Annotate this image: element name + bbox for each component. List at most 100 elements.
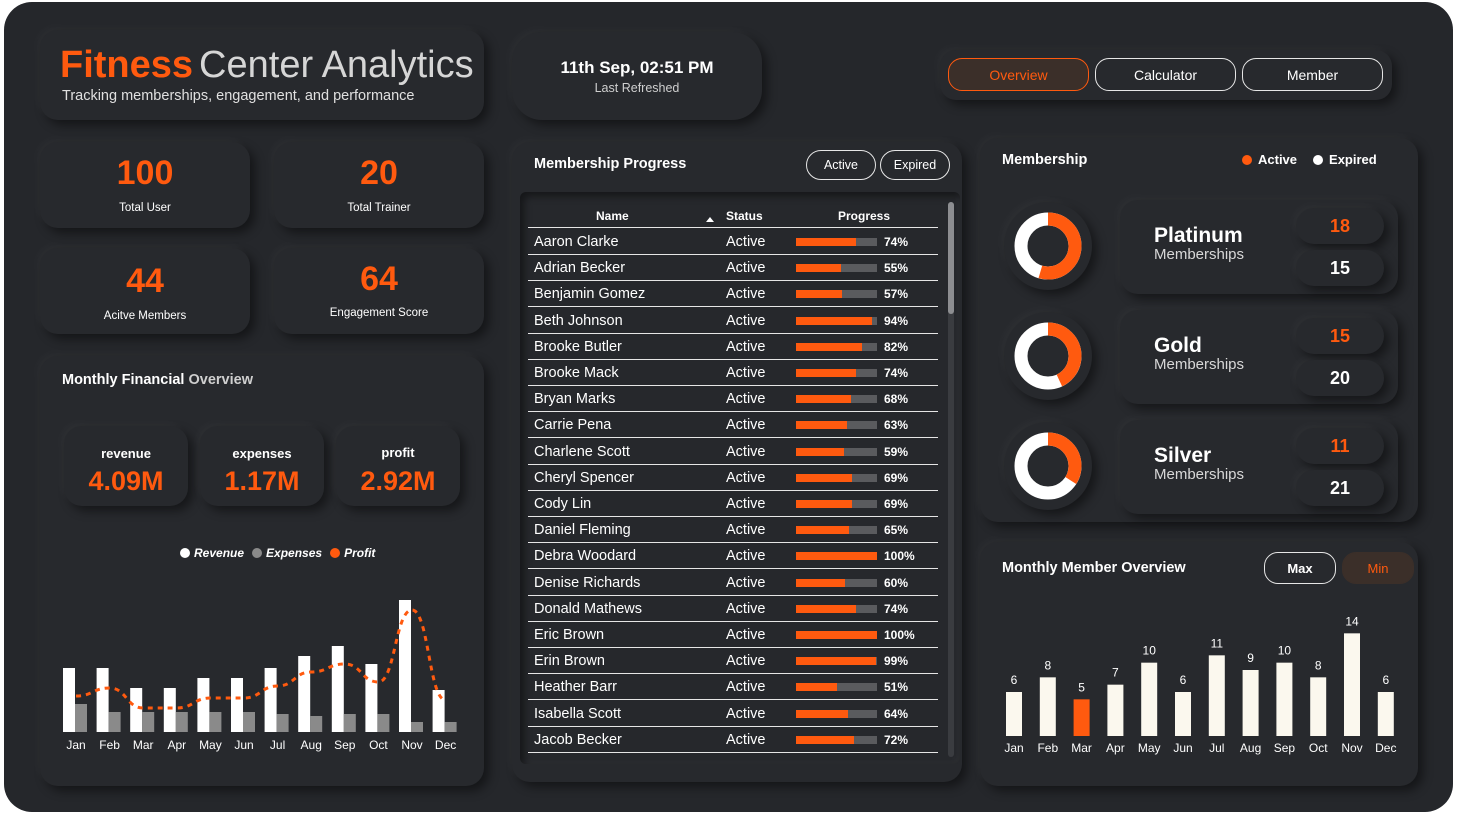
expenses-bar[interactable]	[343, 714, 356, 732]
table-row[interactable]: Beth Johnson Active 94%	[528, 308, 938, 334]
member-bar[interactable]	[1039, 677, 1056, 736]
member-bar[interactable]	[1107, 684, 1124, 736]
table-row[interactable]: Eric Brown Active 100%	[528, 622, 938, 648]
progress-fill	[796, 683, 838, 692]
col-name[interactable]: Name	[596, 209, 629, 223]
table-row[interactable]: Donald Mathews Active 74%	[528, 596, 938, 622]
sort-asc-icon[interactable]	[706, 217, 714, 222]
data-label: 5	[1078, 680, 1085, 694]
tab-calculator[interactable]: Calculator	[1095, 58, 1236, 91]
expenses-bar[interactable]	[175, 712, 188, 732]
member-bar[interactable]	[1242, 670, 1259, 736]
legend-expired: Expired	[1329, 152, 1377, 167]
table-row[interactable]: Debra Woodard Active 100%	[528, 543, 938, 570]
table-row[interactable]: Charlene Scott Active 59%	[528, 439, 938, 465]
col-progress[interactable]: Progress	[838, 209, 891, 223]
progress-percent: 72%	[884, 732, 909, 747]
progress-track	[796, 395, 877, 404]
revenue-bar[interactable]	[163, 688, 176, 732]
expenses-bar[interactable]	[75, 704, 87, 732]
expenses-value: 1.17M	[224, 466, 300, 496]
table-row[interactable]: Adrian Becker Active 55%	[528, 255, 938, 282]
kpi-value: 100	[116, 154, 174, 192]
expenses-bar[interactable]	[108, 712, 121, 732]
member-name: Brooke Mack	[534, 365, 619, 381]
table-row[interactable]: Jacob Becker Active 72%	[528, 727, 938, 753]
member-status: Active	[726, 705, 766, 722]
progress-percent: 55%	[884, 261, 909, 276]
table-row[interactable]: Benjamin Gomez Active 57%	[528, 281, 938, 308]
expenses-bar[interactable]	[276, 714, 289, 732]
scrollbar-track[interactable]	[948, 202, 954, 757]
member-bar[interactable]	[1073, 699, 1090, 736]
expenses-bar[interactable]	[377, 714, 390, 732]
tab-overview[interactable]: Overview	[948, 58, 1089, 91]
col-status[interactable]: Status	[726, 209, 763, 223]
table-row[interactable]: Isabella Scott Active 64%	[528, 701, 938, 727]
scrollbar-thumb[interactable]	[948, 202, 954, 314]
member-bar[interactable]	[1175, 692, 1191, 736]
kpi-value: 20	[360, 154, 398, 192]
expenses-bar[interactable]	[243, 712, 255, 732]
revenue-bar[interactable]	[264, 668, 277, 732]
progress-fill	[796, 447, 844, 456]
expenses-bar[interactable]	[310, 716, 323, 732]
table-row[interactable]: Heather Barr Active 51%	[528, 674, 938, 701]
member-bar[interactable]	[1141, 662, 1158, 736]
max-button[interactable]: Max	[1264, 552, 1336, 584]
donut-chart	[1014, 322, 1082, 390]
member-bar[interactable]	[1377, 692, 1394, 736]
revenue-bar[interactable]	[365, 664, 378, 732]
progress-track	[796, 264, 877, 273]
table-row[interactable]: Brooke Butler Active 82%	[528, 334, 938, 360]
min-button[interactable]: Min	[1342, 552, 1414, 584]
expenses-bar[interactable]	[444, 722, 457, 732]
kpi-label: Engagement Score	[329, 307, 429, 319]
member-status: Active	[726, 574, 766, 591]
table-row[interactable]: Cody Lin Active 69%	[528, 491, 938, 517]
table-row[interactable]: Bryan Marks Active 68%	[528, 386, 938, 413]
revenue-bar[interactable]	[96, 668, 109, 732]
progress-track	[796, 369, 877, 377]
table-row[interactable]: Cheryl Spencer Active 69%	[528, 465, 938, 491]
x-tick-label: Apr	[167, 738, 186, 752]
revenue-bar[interactable]	[63, 668, 75, 732]
expenses-bar[interactable]	[209, 712, 222, 732]
member-name: Isabella Scott	[534, 705, 622, 722]
table-row[interactable]: Erin Brown Active 99%	[528, 648, 938, 675]
legend-dot-profit	[330, 548, 341, 558]
member-name: Erin Brown	[534, 653, 605, 670]
filter-expired-button[interactable]: Expired	[880, 150, 950, 180]
member-bar[interactable]	[1276, 662, 1293, 736]
progress-percent: 100%	[884, 628, 915, 642]
table-row[interactable]: Brooke Mack Active 74%	[528, 360, 938, 386]
data-label: 11	[1211, 636, 1224, 650]
table-row[interactable]: Aaron Clarke Active 74%	[528, 229, 938, 255]
member-bar[interactable]	[1344, 633, 1360, 736]
table-row[interactable]: Denise Richards Active 60%	[528, 570, 938, 596]
filter-active-button[interactable]: Active	[806, 150, 876, 180]
revenue-bar[interactable]	[331, 646, 344, 732]
expenses-bar[interactable]	[142, 712, 155, 732]
member-bar[interactable]	[1208, 655, 1225, 736]
expenses-bar[interactable]	[411, 722, 423, 732]
revenue-bar[interactable]	[231, 678, 243, 732]
revenue-bar[interactable]	[130, 688, 143, 732]
tab-member[interactable]: Member	[1242, 58, 1383, 91]
revenue-bar[interactable]	[399, 600, 411, 732]
x-tick-label: Oct	[369, 738, 388, 752]
page-subtitle: Tracking memberships, engagement, and pe…	[62, 88, 415, 104]
kpi-label: Total Trainer	[347, 202, 411, 214]
member-status: Active	[726, 443, 766, 460]
table-row[interactable]: Daniel Fleming Active 65%	[528, 517, 938, 544]
profit-line[interactable]	[75, 608, 447, 710]
member-bar[interactable]	[1310, 677, 1327, 736]
revenue-bar[interactable]	[298, 656, 311, 732]
member-bar[interactable]	[1006, 692, 1022, 736]
x-tick-label: Aug	[1240, 741, 1261, 755]
table-row[interactable]: Carrie Pena Active 63%	[528, 412, 938, 439]
revenue-bar[interactable]	[432, 690, 445, 732]
progress-percent: 60%	[884, 575, 909, 590]
revenue-bar[interactable]	[197, 678, 210, 732]
donut-active-slice	[1014, 432, 1082, 500]
